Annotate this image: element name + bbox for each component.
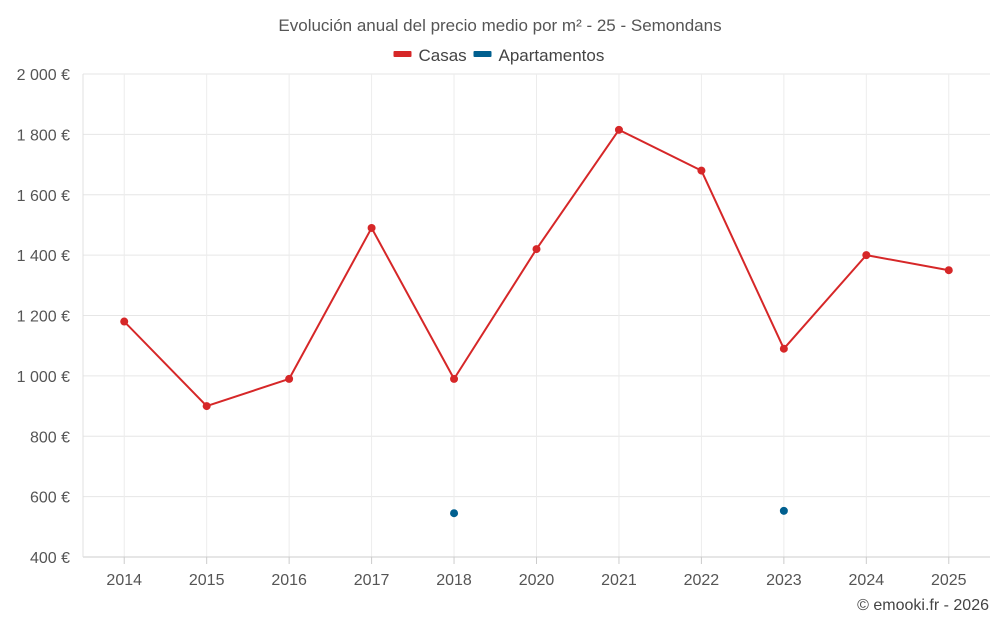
legend-label: Casas: [419, 46, 467, 65]
x-tick-label: 2025: [931, 572, 967, 589]
x-tick-label: 2023: [766, 572, 802, 589]
y-tick-label: 1 800 €: [17, 127, 70, 144]
x-tick-label: 2018: [436, 572, 472, 589]
data-point-casas[interactable]: [202, 402, 211, 411]
x-tick-label: 2022: [684, 572, 720, 589]
legend-item-casas[interactable]: Casas: [393, 46, 467, 65]
axes: 400 € 600 € 800 € 1 000 € 1 200 € 1 400 € 1 60…: [17, 67, 990, 589]
data-point-casas[interactable]: [285, 374, 294, 383]
data-point-casas[interactable]: [450, 374, 459, 383]
y-tick-label: 1 000 €: [17, 369, 70, 386]
data-point-casas[interactable]: [367, 223, 376, 232]
legend-item-apartamentos[interactable]: Apartamentos: [473, 46, 605, 65]
y-tick-label: 1 600 €: [17, 188, 70, 205]
legend-swatch: [393, 51, 412, 57]
legend: Casas Apartamentos: [393, 46, 605, 65]
legend-label: Apartamentos: [499, 46, 605, 65]
x-tick-label: 2017: [354, 572, 390, 589]
data-point-casas[interactable]: [779, 344, 788, 353]
y-tick-label: 600 €: [30, 490, 70, 507]
x-tick-label: 2021: [601, 572, 637, 589]
grid: [83, 73, 990, 557]
x-tick-label: 2014: [106, 572, 142, 589]
series-apartamentos: [450, 506, 788, 518]
legend-swatch: [473, 51, 492, 57]
series-casas: [120, 125, 953, 411]
x-tick-label: 2016: [271, 572, 307, 589]
data-point-apartamentos[interactable]: [779, 506, 788, 515]
data-point-casas[interactable]: [697, 166, 706, 175]
data-point-casas[interactable]: [614, 125, 623, 134]
x-tick-label: 2024: [849, 572, 885, 589]
data-point-apartamentos[interactable]: [450, 509, 459, 518]
data-point-casas[interactable]: [862, 251, 871, 260]
y-tick-label: 1 400 €: [17, 248, 70, 265]
data-point-casas[interactable]: [944, 266, 953, 275]
y-tick-label: 1 200 €: [17, 309, 70, 326]
x-tick-label: 2020: [519, 572, 555, 589]
data-point-casas[interactable]: [532, 245, 541, 254]
credit-text: © emooki.fr - 2026: [857, 597, 989, 614]
y-tick-label: 2 000 €: [17, 67, 70, 84]
y-tick-label: 800 €: [30, 429, 70, 446]
x-tick-label: 2015: [189, 572, 225, 589]
y-tick-label: 400 €: [30, 550, 70, 567]
series-layer: [120, 125, 953, 518]
data-point-casas[interactable]: [120, 317, 129, 326]
chart-title: Evolución anual del precio medio por m² …: [278, 16, 721, 35]
